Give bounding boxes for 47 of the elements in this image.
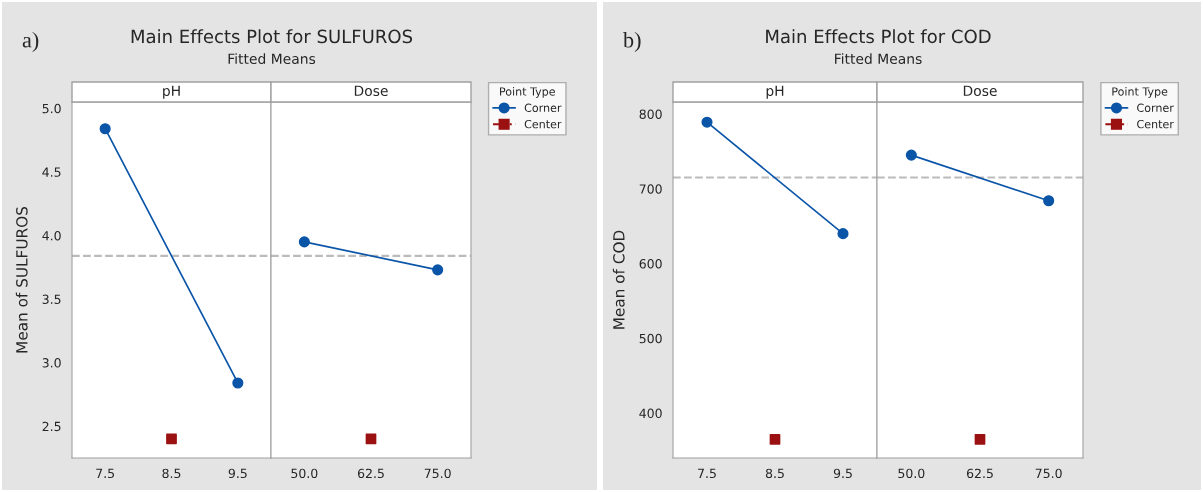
y-tick-label: 2.5 bbox=[42, 421, 61, 432]
y-tick-label: 4.5 bbox=[42, 167, 61, 177]
x-tick-label: 75.0 bbox=[424, 468, 451, 479]
x-tick-label: 7.5 bbox=[96, 468, 115, 479]
x-tick-label: 9.5 bbox=[833, 468, 852, 479]
chart-title: Main Effects Plot for SULFUROS bbox=[131, 29, 413, 44]
chart-subtitle: Fitted Means bbox=[228, 53, 316, 65]
x-tick-label: 62.5 bbox=[357, 468, 384, 479]
legend-title: Point Type bbox=[1112, 87, 1168, 98]
y-tick-label: 400 bbox=[639, 408, 662, 419]
x-tick-label: 9.5 bbox=[228, 468, 247, 479]
legend-title: Point Type bbox=[500, 87, 555, 98]
chart-subtitle: Fitted Means bbox=[835, 53, 922, 65]
y-tick-label: 500 bbox=[639, 333, 662, 344]
x-axis-title: Dose bbox=[354, 85, 388, 97]
y-tick-label: 800 bbox=[639, 109, 662, 119]
x-axis-title: Dose bbox=[963, 85, 997, 97]
x-tick-label: 7.5 bbox=[698, 468, 716, 479]
y-tick-label: 3.5 bbox=[42, 294, 61, 304]
text: b) bbox=[623, 31, 641, 53]
y-axis-title: Mean of COD bbox=[612, 230, 625, 329]
x-tick-label: 8.5 bbox=[162, 468, 181, 479]
y-tick-label: 4.0 bbox=[42, 230, 61, 241]
legend-label: Corner bbox=[524, 103, 562, 112]
y-tick-label: 5.0 bbox=[42, 103, 61, 114]
y-tick-label: 700 bbox=[639, 184, 662, 194]
point bbox=[837, 228, 849, 240]
point bbox=[701, 116, 713, 128]
x-tick-label: 75.0 bbox=[1035, 468, 1062, 479]
x-tick-label: 50.0 bbox=[291, 468, 318, 479]
point bbox=[166, 433, 177, 445]
chart-title: Main Effects Plot for COD bbox=[766, 29, 991, 44]
y-tick-label: 3.0 bbox=[42, 358, 61, 368]
x-tick-label: 8.5 bbox=[765, 468, 784, 479]
point bbox=[232, 377, 244, 389]
legend-label: Center bbox=[1137, 119, 1174, 129]
y-axis-title: Mean of SULFUROS bbox=[15, 206, 28, 353]
x-tick-label: 50.0 bbox=[898, 468, 925, 479]
x-tick-label: 62.5 bbox=[966, 468, 993, 479]
legend-label: Center bbox=[524, 119, 562, 129]
point bbox=[769, 433, 781, 445]
legend-label: Corner bbox=[1137, 103, 1174, 112]
y-tick-label: 600 bbox=[639, 259, 662, 269]
x-axis-title: pH bbox=[163, 85, 180, 99]
x-axis-title: pH bbox=[766, 85, 784, 99]
text: a) bbox=[22, 31, 39, 53]
point bbox=[99, 123, 111, 135]
